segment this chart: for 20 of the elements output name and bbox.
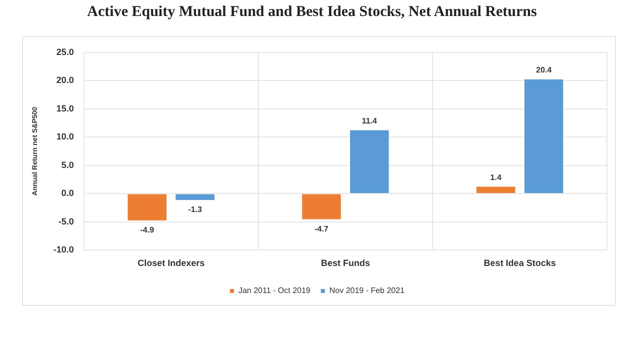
data-label: 20.4 xyxy=(536,66,552,75)
y-tick-label: 0.0 xyxy=(61,188,74,198)
chart-title: Active Equity Mutual Fund and Best Idea Stocks, Net Annual Returns xyxy=(86,4,538,21)
legend-label: Nov 2019 - Feb 2021 xyxy=(329,286,406,296)
y-tick-label: -5.0 xyxy=(58,216,74,226)
data-label: -1.3 xyxy=(188,205,203,214)
y-tick-label: 20.0 xyxy=(56,75,74,86)
x-tick-label: Best Idea Stocks xyxy=(484,258,556,268)
y-tick-label: 15.0 xyxy=(56,103,74,114)
data-label: 11.4 xyxy=(362,116,378,126)
data-label: -4.7 xyxy=(314,224,329,234)
y-tick-label: -10.0 xyxy=(53,244,74,255)
x-tick-label: Best Funds xyxy=(320,258,370,268)
data-label: -4.9 xyxy=(140,226,155,235)
data-label: 1.4 xyxy=(490,172,502,182)
y-tick-label: 25.0 xyxy=(56,46,74,57)
x-tick-label: Closet Indexers xyxy=(138,258,205,268)
y-tick-label: 5.0 xyxy=(61,160,74,170)
legend-label: Jan 2011 - Oct 2019 xyxy=(238,286,311,296)
y-tick-label: 10.0 xyxy=(56,132,74,142)
